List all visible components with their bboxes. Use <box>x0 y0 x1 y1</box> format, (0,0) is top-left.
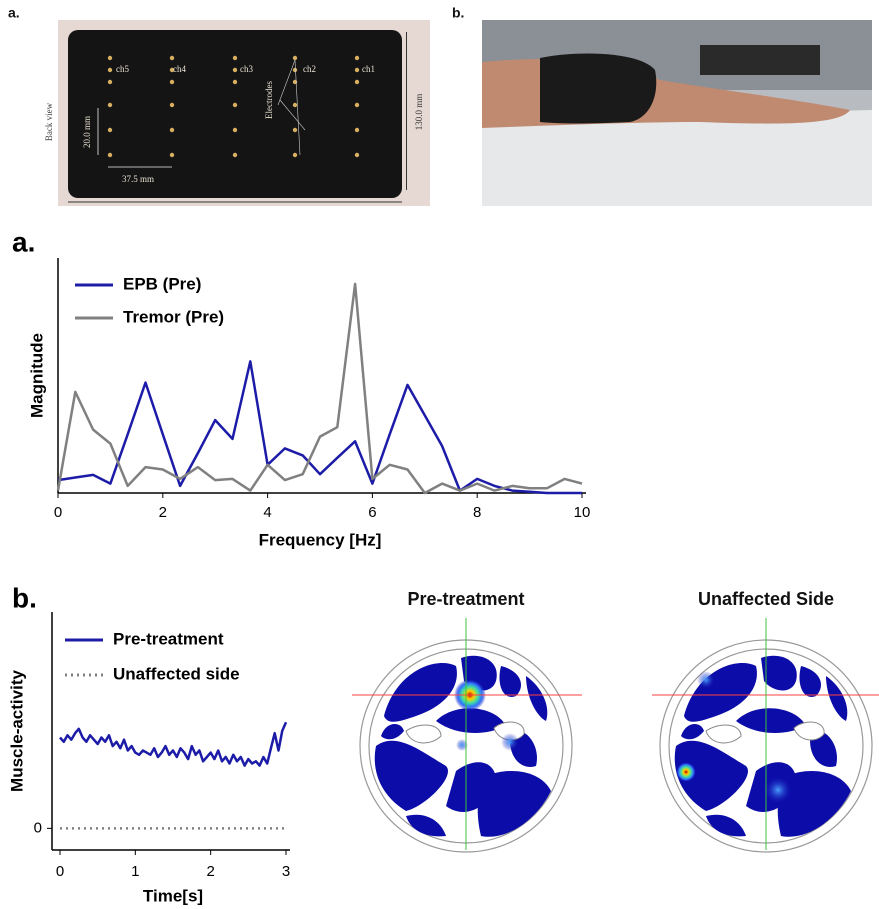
legend-label: Tremor (Pre) <box>123 307 224 326</box>
electrode <box>232 152 238 158</box>
hotspot <box>764 776 792 804</box>
electrode <box>232 55 238 61</box>
legend-label: EPB (Pre) <box>123 274 201 293</box>
electrode <box>354 152 360 158</box>
channel-label: ch2 <box>303 64 316 74</box>
series-line <box>57 360 582 495</box>
back-view-label: Back view <box>44 102 54 141</box>
electrode <box>169 55 175 61</box>
heatmap-title: Pre-treatment <box>407 589 524 609</box>
electrode <box>169 127 175 133</box>
height-label: 130.0 mm <box>414 94 424 131</box>
x-tick-label: 2 <box>159 504 167 521</box>
heatmap-title: Unaffected Side <box>698 589 834 609</box>
x-tick-label: 0 <box>54 504 62 521</box>
electrode <box>169 79 175 85</box>
electrode <box>232 127 238 133</box>
panel-label: a. <box>8 5 20 21</box>
x-tick-label: 8 <box>473 504 481 521</box>
electrode <box>107 67 113 73</box>
hotspot <box>456 739 468 751</box>
electrode <box>292 102 298 108</box>
panel-label: b. <box>452 5 464 21</box>
electrode <box>107 79 113 85</box>
electrode <box>354 55 360 61</box>
panel-label: b. <box>12 582 37 613</box>
row-spacing-label: 20.0 mm <box>82 116 92 148</box>
channel-label: ch1 <box>362 64 375 74</box>
channel-label: ch5 <box>116 64 129 74</box>
electrode <box>292 67 298 73</box>
x-tick-label: 3 <box>282 863 290 880</box>
electrode <box>107 127 113 133</box>
series-line <box>59 721 288 767</box>
electrode <box>354 67 360 73</box>
hotspot <box>676 762 696 782</box>
legend-label: Unaffected side <box>113 664 240 683</box>
electrode <box>232 79 238 85</box>
electrode <box>292 79 298 85</box>
electrode <box>232 67 238 73</box>
electrode <box>354 127 360 133</box>
x-axis-label: Frequency [Hz] <box>259 530 382 549</box>
y-tick-label: 0 <box>34 819 42 836</box>
x-tick-label: 4 <box>263 504 271 521</box>
sleeve-photo <box>58 20 430 206</box>
y-axis-label: Muscle-activity <box>7 670 26 792</box>
electrode <box>292 55 298 61</box>
electrode <box>107 152 113 158</box>
y-axis-label: Magnitude <box>27 333 46 418</box>
electrode <box>292 152 298 158</box>
electrode <box>169 152 175 158</box>
electrode <box>232 102 238 108</box>
electrode <box>169 67 175 73</box>
electrode <box>354 79 360 85</box>
electrode <box>107 55 113 61</box>
panel-label: a. <box>12 226 35 257</box>
legend-label: Pre-treatment <box>113 629 224 648</box>
x-tick-label: 6 <box>368 504 376 521</box>
column-spacing-label: 37.5 mm <box>122 174 154 184</box>
x-tick-label: 2 <box>206 863 214 880</box>
hotspot <box>697 671 715 689</box>
channel-label: ch3 <box>240 64 253 74</box>
x-tick-label: 1 <box>131 863 139 880</box>
electrode <box>169 102 175 108</box>
x-axis-label: Time[s] <box>143 886 203 905</box>
hotspot <box>501 733 519 751</box>
electrodes-label: Electrodes <box>264 81 274 119</box>
series-line <box>56 282 583 495</box>
x-tick-label: 10 <box>574 504 591 521</box>
electrode <box>354 102 360 108</box>
arm-photo <box>482 20 872 206</box>
channel-label: ch4 <box>173 64 186 74</box>
x-tick-label: 0 <box>56 863 64 880</box>
electrode <box>107 102 113 108</box>
electrode <box>292 127 298 133</box>
